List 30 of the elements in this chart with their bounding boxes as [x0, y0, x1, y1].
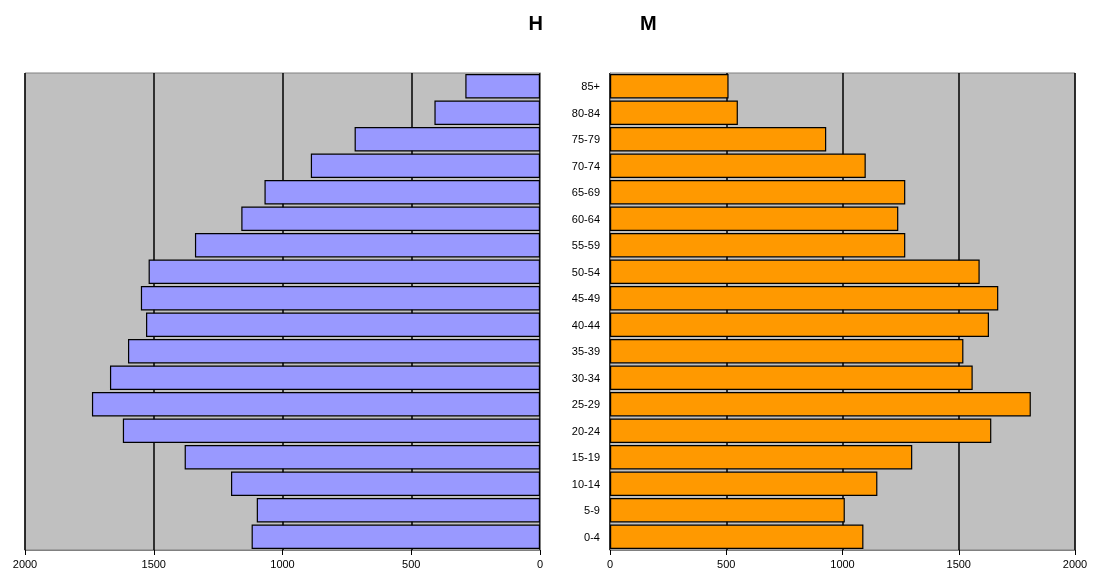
y-tick-label: 50-54: [571, 265, 600, 278]
x-tick-label: 1500: [141, 557, 166, 570]
x-tick-label: 500: [402, 557, 421, 570]
x-tick-label: 500: [717, 557, 736, 570]
y-tick-label: 20-24: [571, 424, 600, 437]
y-tick-label: 35-39: [571, 345, 600, 358]
y-tick-label: 65-69: [571, 186, 600, 199]
y-tick-label: 70-74: [571, 159, 600, 172]
x-tick-label: 0: [606, 557, 614, 570]
x-tick-label: 0: [536, 557, 544, 570]
x-tick-label: 1500: [946, 557, 971, 570]
chart-title: M: [640, 12, 657, 34]
chart-title: H: [528, 12, 544, 34]
y-tick-label: 75-79: [571, 133, 600, 146]
x-tick-label: 1000: [270, 557, 295, 570]
y-tick-label: 55-59: [571, 239, 600, 252]
y-tick-label: 10-14: [571, 477, 600, 490]
y-tick-label: 15-19: [571, 451, 600, 464]
y-tick-label: 45-49: [571, 292, 600, 305]
y-tick-label: 60-64: [571, 212, 600, 225]
y-tick-label: 5-9: [584, 504, 600, 517]
y-tick-label: 80-84: [571, 106, 600, 119]
y-tick-label: 0-4: [584, 530, 600, 543]
x-tick-label: 1000: [830, 557, 855, 570]
y-tick-label: 85+: [581, 80, 600, 93]
y-tick-label: 25-29: [571, 398, 600, 411]
y-tick-label: 40-44: [571, 318, 600, 331]
x-tick-label: 2000: [12, 557, 38, 570]
y-tick-label: 30-34: [571, 371, 600, 384]
x-tick-label: 2000: [1062, 557, 1088, 570]
